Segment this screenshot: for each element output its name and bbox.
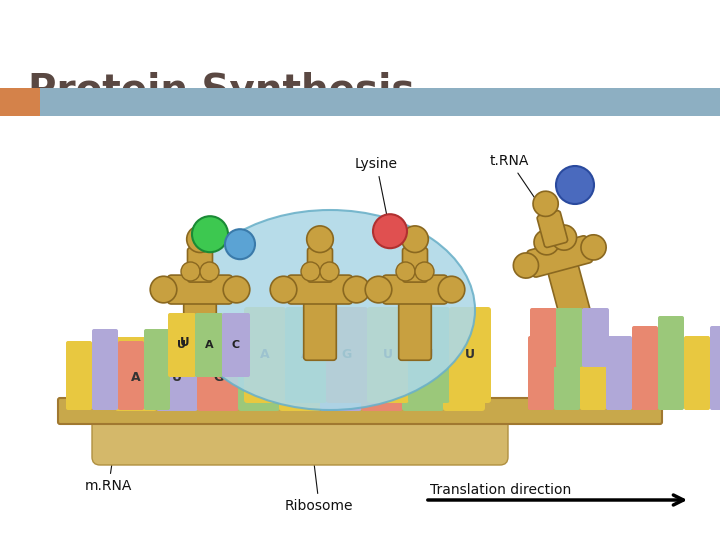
FancyBboxPatch shape — [402, 248, 428, 282]
FancyBboxPatch shape — [606, 336, 632, 410]
Circle shape — [415, 262, 434, 281]
Text: U: U — [180, 335, 190, 348]
FancyBboxPatch shape — [530, 308, 557, 367]
FancyBboxPatch shape — [632, 326, 658, 410]
Circle shape — [581, 235, 606, 260]
FancyBboxPatch shape — [187, 248, 212, 282]
Bar — [0, 88, 40, 116]
Circle shape — [513, 253, 539, 278]
Text: U: U — [254, 371, 264, 384]
Circle shape — [301, 262, 320, 281]
Text: m.RNA: m.RNA — [85, 411, 132, 493]
FancyBboxPatch shape — [399, 302, 431, 360]
Text: Translation direction: Translation direction — [430, 483, 571, 497]
FancyBboxPatch shape — [304, 302, 336, 360]
FancyBboxPatch shape — [238, 337, 280, 411]
FancyBboxPatch shape — [549, 265, 592, 325]
FancyBboxPatch shape — [361, 337, 403, 411]
Circle shape — [402, 226, 428, 253]
Circle shape — [556, 166, 594, 204]
Text: A: A — [260, 348, 270, 361]
FancyBboxPatch shape — [92, 329, 118, 410]
FancyBboxPatch shape — [92, 414, 508, 465]
FancyBboxPatch shape — [684, 336, 710, 410]
Circle shape — [396, 262, 415, 281]
Text: C: C — [336, 371, 346, 384]
FancyBboxPatch shape — [307, 248, 333, 282]
Text: Lysine: Lysine — [355, 157, 398, 228]
FancyBboxPatch shape — [58, 398, 662, 424]
Circle shape — [365, 276, 392, 303]
Text: Ribosome: Ribosome — [285, 433, 354, 513]
FancyBboxPatch shape — [382, 275, 448, 304]
FancyBboxPatch shape — [710, 326, 720, 410]
Text: A: A — [377, 371, 387, 384]
FancyBboxPatch shape — [449, 307, 491, 403]
FancyBboxPatch shape — [197, 337, 239, 411]
Text: A: A — [418, 371, 428, 384]
Text: U: U — [383, 348, 393, 361]
Circle shape — [150, 276, 177, 303]
Bar — [40, 88, 720, 116]
Text: U: U — [465, 348, 475, 361]
Circle shape — [181, 262, 200, 281]
Circle shape — [270, 276, 297, 303]
FancyBboxPatch shape — [156, 337, 198, 411]
FancyBboxPatch shape — [537, 211, 567, 247]
Text: A: A — [301, 348, 311, 361]
Text: G: G — [213, 371, 223, 384]
Text: t.RNA: t.RNA — [490, 154, 569, 248]
FancyBboxPatch shape — [287, 275, 353, 304]
Circle shape — [307, 226, 333, 253]
Circle shape — [225, 229, 255, 259]
FancyBboxPatch shape — [168, 313, 196, 377]
FancyBboxPatch shape — [222, 313, 250, 377]
FancyBboxPatch shape — [320, 337, 362, 411]
FancyBboxPatch shape — [580, 316, 606, 410]
FancyBboxPatch shape — [144, 329, 170, 410]
FancyBboxPatch shape — [443, 337, 485, 411]
Circle shape — [534, 230, 559, 255]
FancyBboxPatch shape — [527, 236, 593, 277]
FancyBboxPatch shape — [285, 307, 327, 403]
FancyBboxPatch shape — [402, 337, 444, 411]
FancyBboxPatch shape — [184, 302, 216, 360]
Circle shape — [552, 225, 577, 250]
Ellipse shape — [185, 210, 475, 410]
Text: U: U — [172, 371, 182, 384]
FancyBboxPatch shape — [367, 307, 409, 403]
FancyBboxPatch shape — [279, 337, 321, 411]
FancyBboxPatch shape — [528, 336, 554, 410]
FancyBboxPatch shape — [195, 313, 223, 377]
FancyBboxPatch shape — [168, 275, 233, 304]
FancyBboxPatch shape — [244, 307, 286, 403]
Circle shape — [533, 191, 558, 217]
FancyBboxPatch shape — [115, 337, 157, 411]
FancyBboxPatch shape — [118, 341, 144, 410]
Circle shape — [223, 276, 250, 303]
Text: U: U — [178, 340, 186, 350]
Circle shape — [373, 214, 407, 248]
Text: U: U — [295, 371, 305, 384]
Text: A: A — [131, 371, 141, 384]
Text: C: C — [232, 340, 240, 350]
FancyBboxPatch shape — [66, 341, 92, 410]
Circle shape — [192, 216, 228, 252]
FancyBboxPatch shape — [326, 307, 368, 403]
FancyBboxPatch shape — [556, 308, 583, 367]
Circle shape — [343, 276, 370, 303]
Text: G: G — [342, 348, 352, 361]
Circle shape — [320, 262, 339, 281]
Circle shape — [438, 276, 465, 303]
FancyBboxPatch shape — [408, 307, 450, 403]
Circle shape — [200, 262, 219, 281]
Text: A: A — [204, 340, 213, 350]
Circle shape — [186, 226, 213, 253]
Text: A: A — [459, 371, 469, 384]
FancyBboxPatch shape — [582, 308, 609, 367]
FancyBboxPatch shape — [554, 326, 580, 410]
Text: U: U — [424, 348, 434, 361]
FancyBboxPatch shape — [658, 316, 684, 410]
Text: Protein Synthesis: Protein Synthesis — [28, 72, 415, 110]
